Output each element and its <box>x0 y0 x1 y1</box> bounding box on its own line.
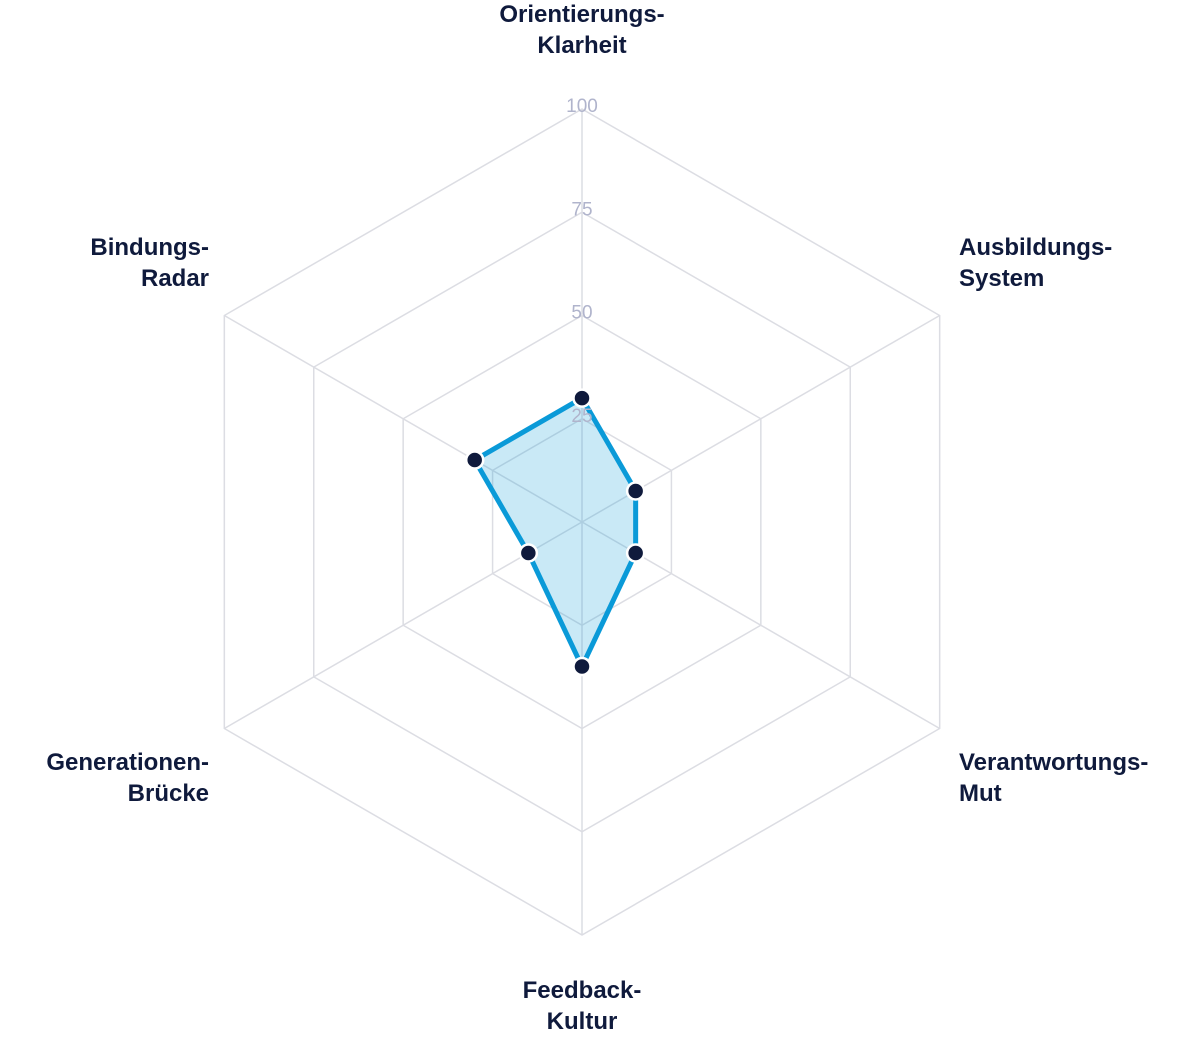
axis-label: Ausbildungs- System <box>958 233 1113 292</box>
data-point <box>572 656 592 677</box>
tick-label: 100 <box>566 96 598 117</box>
data-point <box>625 543 646 563</box>
data-point <box>572 388 592 408</box>
data-point <box>464 450 485 470</box>
axis-label: Generationen- Brücke <box>46 748 210 807</box>
axis-label: Feedback- Kultur <box>522 977 642 1035</box>
data-point <box>518 543 539 563</box>
tick-label: 75 <box>571 199 592 220</box>
axis-label: Verantwortungs- Mut <box>958 748 1149 807</box>
grid-spoke <box>223 314 583 523</box>
radar-area <box>472 395 639 670</box>
data-point <box>625 481 646 501</box>
tick-label: 25 <box>571 406 592 427</box>
axis-label: Orientierungs- Klarheit <box>499 1 665 59</box>
axis-label: Bindungs- Radar <box>90 233 210 292</box>
tick-label: 50 <box>571 303 592 324</box>
